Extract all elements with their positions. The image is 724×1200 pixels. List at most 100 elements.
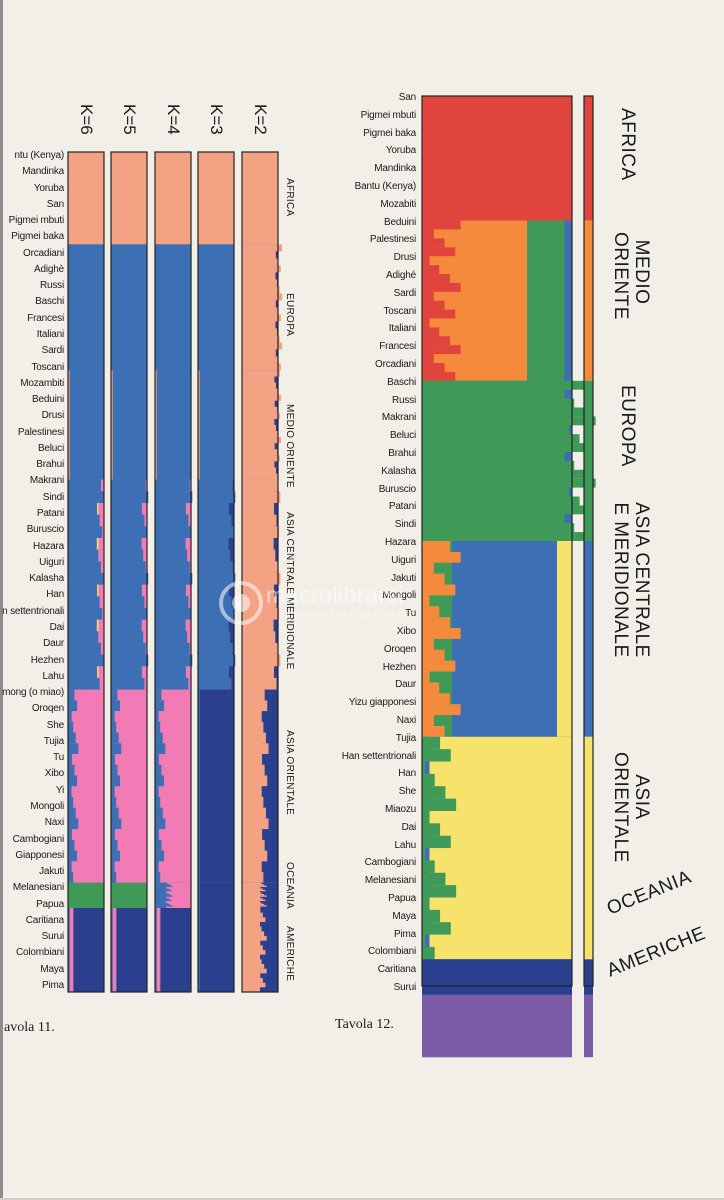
strip-K6-seg-2-1 <box>69 370 104 480</box>
strip-K4-seg-6-3 <box>160 908 191 992</box>
strip-right-spike-2-10 <box>563 469 585 479</box>
strip-K4-spike-3-3 <box>184 514 189 527</box>
k-label-6: K=6 <box>77 104 96 135</box>
strip-right-spike-2-0 <box>563 380 591 390</box>
strip-K6-spike-3-6 <box>95 549 99 562</box>
strip-K2-spike-1-5 <box>274 279 278 287</box>
strip-K5-spike-3-11 <box>140 607 148 620</box>
strip-right-spike-3-15 <box>428 704 461 716</box>
strip-K6-spike-3-0 <box>95 479 101 492</box>
strip-right-spike-3-16 <box>428 715 434 726</box>
strip-K5-seg-2-0 <box>111 370 113 480</box>
strip-K5-spike-4-11 <box>113 807 119 819</box>
strip-K6-spike-4-11 <box>70 807 76 819</box>
strip-right-seg-1-3 <box>564 220 572 381</box>
strip-K6-spike-3-2 <box>95 502 98 515</box>
right-population-label: Brahui <box>388 448 416 459</box>
left-population-label: Tujia <box>43 735 65 747</box>
strip-K4-spike-4-7 <box>157 764 162 776</box>
strip-K2-seg-2-1 <box>274 370 278 480</box>
strip-right-spike-3-6 <box>428 606 440 618</box>
strip-K5-spike-4-17 <box>113 872 117 883</box>
strip-K6-spike-3-8 <box>95 572 104 585</box>
strip-K4-spike-5-1 <box>164 884 170 886</box>
strip-K2-spike-3-6 <box>272 549 276 562</box>
strip-K4-spike-4-14 <box>157 839 162 851</box>
strip-right-spike-1-17 <box>428 371 456 381</box>
strip-right-spike-2-2 <box>563 398 575 408</box>
left-population-label: Pima <box>42 980 64 991</box>
strip-K4-spike-4-3 <box>157 721 161 733</box>
strip-K5-spike-3-17 <box>140 677 145 690</box>
strip-K2-spike-3-17 <box>272 677 277 690</box>
left-population-label: Mozambiti <box>20 377 64 389</box>
strip-K2-spike-5-17 <box>259 906 261 908</box>
strip-K4-spike-5-14 <box>164 902 168 904</box>
strip-K2-spike-6-2 <box>259 917 266 922</box>
strip-K4-spike-5-11 <box>164 898 169 900</box>
strip-K6-spike-4-1 <box>70 700 78 712</box>
strip-right-spike-4-1 <box>424 749 451 762</box>
strip-K3-seg-2-0 <box>198 370 200 480</box>
strip-K2-spike-3-11 <box>272 607 280 620</box>
strip-right-seg-4-4 <box>429 736 572 960</box>
strip-K2-spike-6-7 <box>259 940 261 946</box>
strip-K5-spike-3-0 <box>140 479 146 492</box>
left-population-label: ntu (Kenya) <box>14 150 65 161</box>
strip-K6-seg-6-1 <box>68 908 70 992</box>
strip-K3-spike-3-9 <box>227 584 229 597</box>
strip-K5-seg-4-1 <box>111 689 115 883</box>
strip-right-spike-2-14 <box>563 505 591 515</box>
left-population-label: Pigmei mbuti <box>8 215 65 227</box>
strip-right-spike-4-8 <box>424 835 451 849</box>
right-population-label: Caritiana <box>377 964 416 976</box>
strip-K2-spike-1-12 <box>274 328 278 336</box>
strip-K4-spike-4-5 <box>157 743 166 754</box>
strip-right-seg-4-2 <box>422 736 425 960</box>
strip-K3-spike-3-0 <box>227 479 233 492</box>
right-population-label: Yoruba <box>385 145 416 157</box>
strip-K5-spike-4-0 <box>113 689 118 701</box>
strip-K2-spike-4-11 <box>260 807 266 819</box>
left-population-label: Hezhen <box>30 654 64 666</box>
strip-K6-spike-3-17 <box>95 677 100 690</box>
strip-K4-spike-5-2 <box>164 885 173 887</box>
strip-K2-spike-2-13 <box>273 449 278 456</box>
strip-right-spike-1-5 <box>428 265 440 274</box>
left-population-label: Jakuti <box>39 866 64 878</box>
strip-K2-spike-3-4 <box>272 526 280 538</box>
strip-K3-seg-3-1 <box>198 479 229 690</box>
strip-K2-spike-6-9 <box>259 950 266 955</box>
left-population-label: Han <box>46 589 64 601</box>
strip-K2-spike-5-3 <box>259 887 261 889</box>
left-population-label: Palestinesi <box>17 426 64 438</box>
strip-K2-spike-5-1 <box>259 884 265 886</box>
strip-K6-spike-4-12 <box>70 818 79 830</box>
right-population-label: Xibo <box>396 626 416 637</box>
strip-K2-spike-2-5 <box>273 400 275 407</box>
strip-K2-spike-1-6 <box>274 286 280 294</box>
left-population-label: Lahu <box>42 670 65 682</box>
strip-K4-spike-3-0 <box>184 479 190 492</box>
right-population-label: Patani <box>388 501 416 513</box>
strip-K5-spike-3-1 <box>140 491 149 503</box>
caption-left: avola 11. <box>4 1020 55 1035</box>
strip-K2-spike-6-16 <box>259 982 266 988</box>
strip-K6-spike-3-1 <box>95 491 104 503</box>
strip-K6-seg-4-1 <box>68 689 72 883</box>
strip-K2-spike-2-10 <box>273 431 279 438</box>
strip-K5-outline <box>110 151 148 993</box>
strip-K3-seg-0-0 <box>198 152 234 245</box>
strip-K2-spike-1-8 <box>274 300 276 308</box>
strip-K5-spike-4-12 <box>113 818 122 830</box>
strip-K2-spike-5-10 <box>259 896 261 899</box>
left-population-label: Baschi <box>35 296 64 308</box>
strip-K3-spike-3-16 <box>227 666 229 678</box>
strip-K2-spike-3-0 <box>272 479 278 492</box>
strip-right-spike-3-3 <box>428 573 445 585</box>
right-region-colorbar-0 <box>584 96 593 221</box>
strip-right-spike-3-0 <box>428 541 450 552</box>
right-population-label: Naxi <box>396 715 416 726</box>
right-population-label: Mozabiti <box>380 198 416 210</box>
strip-right-spike-4-6 <box>424 810 430 824</box>
